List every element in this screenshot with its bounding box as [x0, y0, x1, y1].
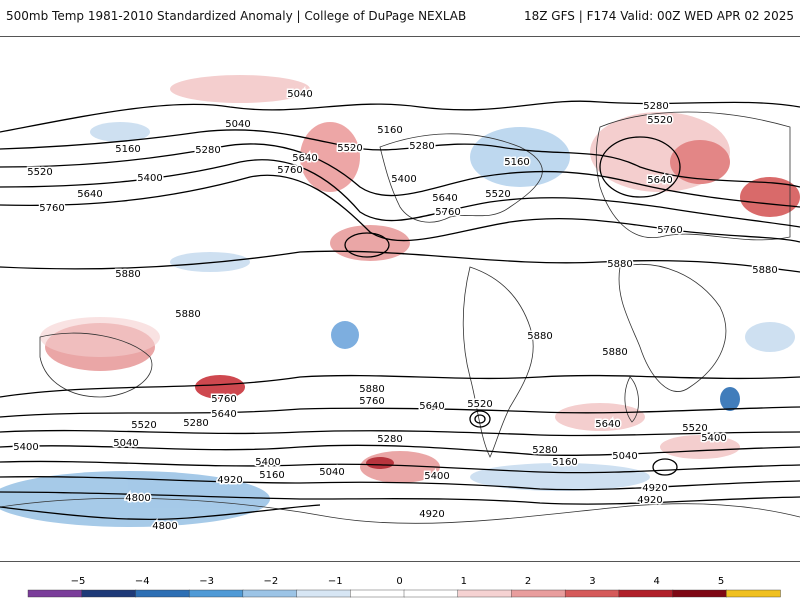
contour-label: 5880 — [115, 269, 140, 280]
contour-label: 5040 — [287, 89, 312, 100]
colorbar-tick-label: −1 — [328, 576, 343, 587]
contour-label: 5520 — [485, 189, 510, 200]
contour-label: 5880 — [175, 309, 200, 320]
contour-label: 5400 — [701, 433, 726, 444]
contour-label: 5280 — [195, 145, 220, 156]
colorbar-swatch — [188, 589, 244, 598]
contour-label: 5160 — [552, 457, 577, 468]
contour-label: 5640 — [211, 409, 236, 420]
contour-label: 5760 — [277, 165, 302, 176]
height-contours — [0, 100, 800, 521]
weather-map: 5040 5040 5160 5280 5160 5520 5640 5280 … — [0, 36, 800, 562]
contour-label: 5760 — [39, 203, 64, 214]
contour-label: 5040 — [113, 438, 138, 449]
contour-label: 5880 — [527, 331, 552, 342]
colorbar-swatch — [511, 589, 566, 598]
contour-label: 5400 — [137, 173, 162, 184]
colorbar-swatch — [672, 589, 727, 598]
colorbar-tick-label: 2 — [525, 576, 531, 587]
contour-label: 5520 — [131, 420, 156, 431]
contour-label: 5280 — [643, 101, 668, 112]
colorbar-swatch — [350, 589, 405, 598]
colorbar-tick-label: 0 — [396, 576, 402, 587]
contour-label: 5400 — [13, 442, 38, 453]
contour-label: 5640 — [595, 419, 620, 430]
colorbar-swatch — [27, 589, 83, 598]
contour-label: 5160 — [504, 157, 529, 168]
colorbar-swatch — [618, 589, 674, 598]
contour-label: 5040 — [225, 119, 250, 130]
colorbar-tick-label: 4 — [654, 576, 660, 587]
contour-label: 5760 — [657, 225, 682, 236]
colorbar-tick-label: 3 — [589, 576, 595, 587]
coastlines — [0, 111, 800, 524]
contour-label: 4920 — [637, 495, 662, 506]
contour-label: 5760 — [435, 207, 460, 218]
contour-label: 5520 — [337, 143, 362, 154]
colorbar-swatch — [564, 589, 620, 598]
colorbar-tick-label: −4 — [135, 576, 150, 587]
contour-label: 5640 — [419, 401, 444, 412]
contour-label: 5280 — [183, 418, 208, 429]
colorbar-swatch — [296, 589, 351, 598]
contour-label: 5040 — [319, 467, 344, 478]
contour-label: 5160 — [115, 144, 140, 155]
contour-label: 5280 — [409, 141, 434, 152]
contour-label: 5760 — [211, 394, 236, 405]
colorbar-tick-label: −5 — [71, 576, 86, 587]
contour-label: 5760 — [359, 396, 384, 407]
contour-label: 5040 — [612, 451, 637, 462]
contour-label: 4920 — [642, 483, 667, 494]
contour-label: 5520 — [467, 399, 492, 410]
anomaly-shading — [0, 75, 800, 527]
contour-label: 5880 — [607, 259, 632, 270]
contour-label: 4800 — [125, 493, 150, 504]
contour-label: 5520 — [27, 167, 52, 178]
contour-label: 5280 — [532, 445, 557, 456]
contour-labels: 5040 5040 5160 5280 5160 5520 5640 5280 … — [12, 88, 779, 534]
model-run-info: 18Z GFS | F174 Valid: 00Z WED APR 02 202… — [523, 9, 794, 23]
contour-label: 5280 — [377, 434, 402, 445]
contour-label: 5520 — [682, 423, 707, 434]
contour-label: 5880 — [752, 265, 777, 276]
colorbar-tick-label: −3 — [199, 576, 214, 587]
colorbar-swatch — [81, 589, 137, 598]
contour-label: 5880 — [359, 384, 384, 395]
colorbar-tick-label: 5 — [718, 576, 724, 587]
header: 500mb Temp 1981-2010 Standardized Anomal… — [0, 0, 800, 36]
colorbar: −5 −4 −3 −2 −1 0 1 2 3 4 5 — [0, 560, 800, 600]
contour-label: 5640 — [77, 189, 102, 200]
colorbar-swatch — [457, 589, 513, 598]
contour-label: 5160 — [377, 125, 402, 136]
contour-label: 5640 — [647, 175, 672, 186]
contour-label: 5880 — [602, 347, 627, 358]
colorbar-swatch — [726, 589, 781, 598]
colorbar-swatch — [135, 589, 190, 598]
colorbar-tick-label: −2 — [264, 576, 279, 587]
contour-label: 4800 — [152, 521, 177, 532]
contour-label: 5640 — [292, 153, 317, 164]
map-svg: 5040 5040 5160 5280 5160 5520 5640 5280 … — [0, 75, 800, 534]
colorbar-svg: −5 −4 −3 −2 −1 0 1 2 3 4 5 — [27, 576, 781, 598]
colorbar-tick-label: 1 — [461, 576, 467, 587]
contour-label: 5400 — [391, 174, 416, 185]
contour-label: 5400 — [424, 471, 449, 482]
contour-label: 5520 — [647, 115, 672, 126]
contour-label: 4920 — [217, 475, 242, 486]
colorbar-swatch — [242, 589, 298, 598]
contour-label: 5400 — [255, 457, 280, 468]
contour-label: 4920 — [419, 509, 444, 520]
map-title: 500mb Temp 1981-2010 Standardized Anomal… — [6, 9, 467, 23]
colorbar-swatch — [403, 589, 459, 598]
contour-label: 5640 — [432, 193, 457, 204]
contour-label: 5160 — [259, 470, 284, 481]
